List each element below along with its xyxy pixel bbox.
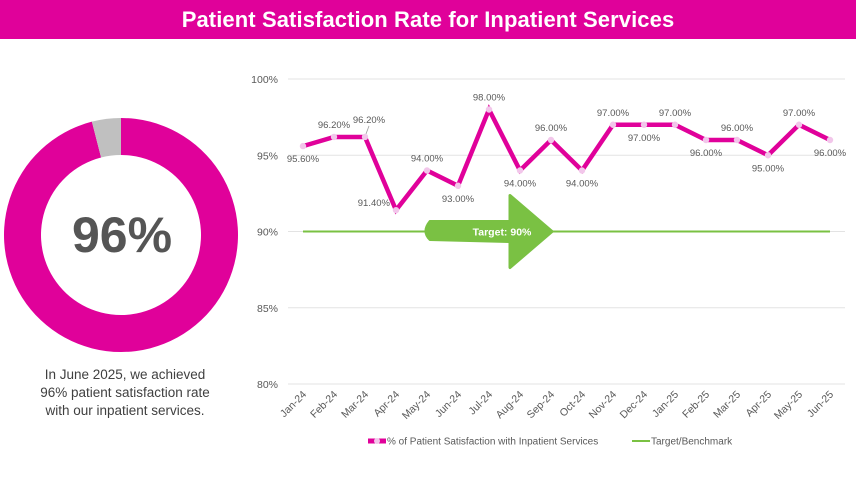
- x-tick-label: Jul-24: [466, 389, 495, 418]
- data-point: [640, 121, 648, 128]
- data-point: [299, 142, 307, 150]
- data-label: 97.00%: [597, 108, 630, 119]
- data-point: [485, 106, 493, 113]
- legend-item-satisfaction[interactable]: % of Patient Satisfaction with Inpatient…: [368, 437, 598, 448]
- data-point: [361, 133, 369, 141]
- data-label: 96.00%: [690, 148, 723, 159]
- label-leader-line: [365, 125, 370, 135]
- caption-line: with our inpatient services.: [45, 403, 205, 418]
- caption-line: 96% patient satisfaction rate: [40, 385, 210, 400]
- x-tick-label: Sep-24: [525, 389, 558, 422]
- y-tick-label: 100%: [251, 74, 278, 86]
- satisfaction-series: [299, 104, 834, 215]
- x-tick-label: Apr-24: [371, 389, 402, 420]
- donut-chart: [3, 118, 239, 352]
- data-label: 96.20%: [353, 115, 386, 126]
- x-tick-label: Jun-24: [433, 389, 464, 420]
- data-label: 97.00%: [628, 133, 661, 144]
- kpi-donut: 96%: [0, 110, 250, 360]
- data-label: 94.00%: [566, 179, 599, 190]
- x-tick-label: Jan-25: [650, 389, 681, 420]
- page-title: Patient Satisfaction Rate for Inpatient …: [0, 0, 856, 39]
- data-point: [392, 206, 400, 214]
- data-label: 94.00%: [504, 179, 537, 190]
- x-tick-label: Mar-25: [711, 389, 743, 421]
- data-point: [702, 136, 710, 144]
- x-tick-label: Mar-24: [339, 389, 371, 421]
- data-point: [423, 167, 431, 174]
- data-point: [578, 167, 586, 174]
- y-tick-label: 95%: [257, 150, 278, 162]
- data-point: [454, 182, 462, 189]
- data-point: [609, 121, 617, 128]
- kpi-value: 96%: [71, 207, 173, 263]
- data-point: [516, 167, 524, 174]
- target-annotation-label: Target: 90%: [473, 227, 532, 239]
- data-label: 96.00%: [721, 123, 754, 134]
- caption-line: In June 2025, we achieved: [44, 367, 206, 382]
- x-tick-label: Dec-24: [618, 389, 651, 422]
- legend-label-target: Target/Benchmark: [651, 437, 733, 448]
- x-tick-label: May-25: [772, 389, 805, 422]
- data-label: 98.00%: [473, 93, 506, 104]
- y-tick-label: 85%: [257, 303, 278, 315]
- data-label: 94.00%: [411, 154, 444, 165]
- data-point: [547, 136, 555, 144]
- data-point: [671, 121, 679, 128]
- satisfaction-line: [302, 104, 831, 215]
- x-tick-label: Aug-24: [494, 389, 527, 422]
- data-point: [795, 121, 803, 128]
- data-label: 97.00%: [659, 108, 692, 119]
- x-tick-label: Feb-25: [680, 389, 712, 421]
- target-arrow: [424, 194, 554, 269]
- data-point: [330, 133, 338, 141]
- legend: % of Patient Satisfaction with Inpatient…: [368, 437, 733, 448]
- data-point: [733, 136, 741, 144]
- x-tick-label: Feb-24: [308, 389, 340, 421]
- data-label: 91.40%: [358, 198, 391, 209]
- data-point: [826, 136, 834, 144]
- data-label: 96.00%: [814, 148, 847, 159]
- donut-remainder-segment: [91, 118, 121, 158]
- data-label: 95.00%: [752, 163, 785, 174]
- target-annotation: Target: 90%: [424, 194, 554, 269]
- x-tick-label: Apr-25: [743, 389, 774, 420]
- data-label: 93.00%: [442, 194, 475, 205]
- x-tick-label: Nov-24: [587, 389, 620, 422]
- donut-achieved-segment: [3, 118, 239, 352]
- x-tick-label: Oct-24: [557, 389, 588, 420]
- data-label: 95.60%: [287, 154, 320, 165]
- y-tick-label: 80%: [257, 379, 278, 391]
- x-tick-label: Jan-24: [278, 389, 309, 420]
- x-tick-label: May-24: [400, 389, 433, 422]
- legend-item-target[interactable]: Target/Benchmark: [632, 437, 733, 448]
- legend-label-satisfaction: % of Patient Satisfaction with Inpatient…: [387, 437, 598, 448]
- data-point: [764, 152, 772, 159]
- kpi-caption: In June 2025, we achieved 96% patient sa…: [0, 366, 250, 420]
- data-labels: 95.60% 96.20% 96.20% 91.40% 94.00% 93.00% 98.0…: [287, 93, 847, 210]
- y-tick-label: 90%: [257, 227, 278, 239]
- legend-marker-satisfaction: [374, 438, 380, 444]
- x-tick-label: Jun-25: [805, 389, 836, 420]
- y-axis: 80% 85% 90% 95% 100%: [251, 74, 278, 391]
- data-label: 97.00%: [783, 108, 816, 119]
- data-label: 96.00%: [535, 123, 568, 134]
- data-label: 96.20%: [318, 120, 351, 131]
